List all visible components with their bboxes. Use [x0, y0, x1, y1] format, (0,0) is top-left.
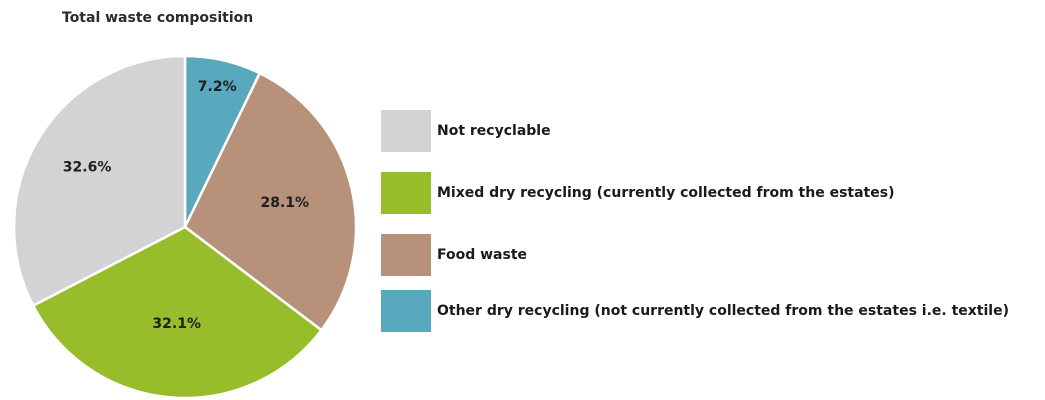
pie-chart: 7.2% 28.1% 32.1% 32.6% [12, 54, 358, 400]
pie-slice-mixed-dry-recycling [31, 225, 323, 400]
legend-item-mixed-dry-recycling: Mixed dry recycling (currently collected… [381, 172, 894, 214]
pie-label-not-recyclable: 32.6% [63, 159, 112, 175]
chart-title: Total waste composition [62, 10, 254, 26]
pie-label-mixed-dry-recycling: 32.1% [152, 316, 201, 332]
legend-label-not-recyclable: Not recyclable [437, 123, 551, 139]
legend-item-other-dry-recycling: Other dry recycling (not currently colle… [381, 290, 1009, 332]
pie-slice-not-recyclable [12, 54, 187, 307]
legend-label-mixed-dry-recycling: Mixed dry recycling (currently collected… [437, 185, 895, 201]
pie-label-other-dry-recycling: 7.2% [198, 79, 237, 95]
legend-swatch-not-recyclable [381, 110, 431, 152]
legend-label-other-dry-recycling: Other dry recycling (not currently colle… [437, 303, 1009, 319]
legend-swatch-other-dry-recycling [381, 290, 431, 332]
legend-swatch-food-waste [381, 234, 431, 276]
legend-label-food-waste: Food waste [437, 247, 528, 263]
legend-item-food-waste: Food waste [381, 234, 527, 276]
pie-label-food-waste: 28.1% [261, 195, 310, 211]
legend-item-not-recyclable: Not recyclable [381, 110, 551, 152]
pie-slice-food-waste [183, 71, 358, 332]
legend-swatch-mixed-dry-recycling [381, 172, 431, 214]
